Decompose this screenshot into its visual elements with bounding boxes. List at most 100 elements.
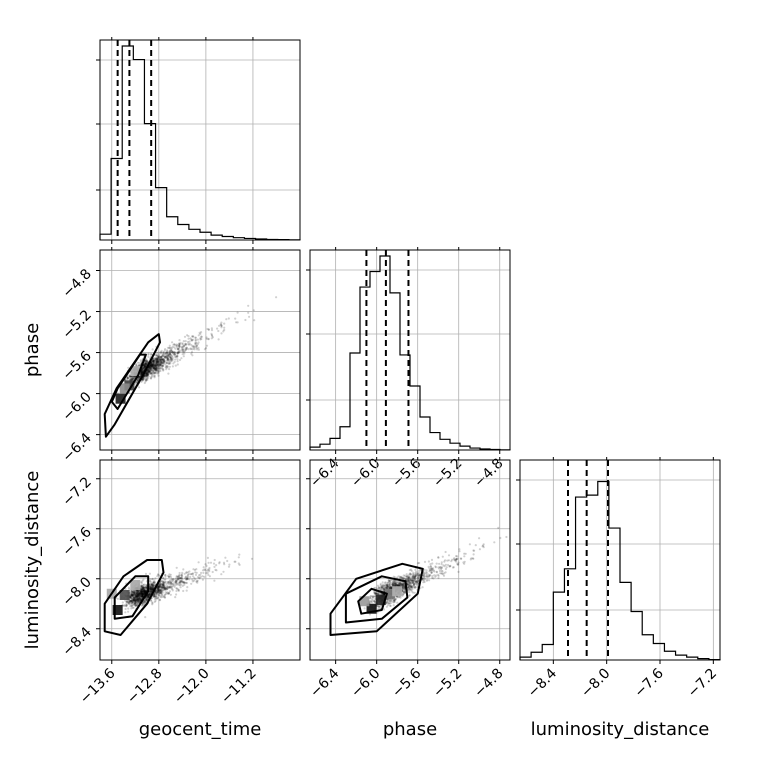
scatter-1-point [139, 591, 142, 595]
scatter-0-point [156, 358, 159, 362]
scatter-1-point [163, 596, 167, 599]
scatter-0-point [145, 373, 148, 376]
scatter-0-contour-0 [103, 333, 161, 438]
scatter-2-point [468, 543, 471, 546]
scatter-1-point [159, 585, 162, 588]
scatter-1-point [166, 587, 169, 590]
scatter-0-point [148, 369, 151, 372]
scatter-0-point [132, 377, 135, 381]
scatter-0-point [130, 378, 133, 381]
scatter-2-point [386, 599, 389, 602]
scatter-1-point [189, 573, 192, 576]
scatter-1-point [138, 593, 141, 596]
scatter-2-point [380, 586, 383, 589]
scatter-2-point [395, 576, 399, 579]
scatter-2-point [375, 592, 378, 595]
scatter-1-point [175, 579, 178, 583]
scatter-1-point [167, 581, 171, 584]
scatter-0-point [159, 355, 163, 359]
scatter-0-point [159, 369, 162, 373]
scatter-2-point [405, 578, 408, 581]
scatter-2-point [414, 573, 417, 576]
scatter-2-point [460, 557, 463, 560]
scatter-0-point [168, 351, 171, 354]
scatter-2-point [374, 592, 378, 595]
scatter-1-point [153, 596, 156, 599]
scatter-0-point [151, 364, 154, 367]
scatter-2-point [408, 584, 411, 587]
scatter-2-point [401, 582, 404, 585]
scatter-0-point [163, 357, 166, 360]
scatter-0-point [151, 368, 154, 371]
scatter-0-point [161, 354, 164, 357]
scatter-0-point [156, 357, 159, 360]
scatter-0-point [159, 362, 162, 365]
scatter-0-point [159, 355, 163, 358]
scatter-1-point [158, 599, 162, 602]
hist-1-xtick-label: −4.8 [471, 456, 506, 491]
scatter-1-point [159, 584, 162, 587]
scatter-1-point [125, 600, 128, 604]
scatter-0-point [182, 345, 186, 348]
scatter-1-point [124, 599, 127, 602]
scatter-1-point [189, 575, 192, 579]
scatter-2-point [474, 544, 477, 547]
scatter-1-point [152, 586, 155, 589]
scatter-1-point [140, 593, 143, 596]
scatter-0-point [131, 377, 134, 380]
scatter-1-point [140, 590, 143, 593]
scatter-1-point [138, 595, 141, 598]
scatter-1-point [157, 586, 160, 589]
scatter-2-point [408, 587, 411, 590]
scatter-1-point [139, 598, 142, 601]
scatter-2-point [373, 592, 376, 595]
scatter-2-point [399, 582, 402, 586]
scatter-2-point [422, 576, 426, 580]
scatter-1-point [161, 584, 164, 587]
scatter-1-point [137, 594, 140, 598]
scatter-1-point [165, 586, 168, 589]
scatter-0-point [151, 367, 154, 370]
scatter-2-point [414, 574, 417, 577]
scatter-1-point [140, 587, 143, 590]
scatter-2-density-cell [375, 595, 386, 605]
scatter-1-point [141, 595, 144, 598]
scatter-1-point [141, 586, 144, 590]
scatter-0-point [205, 337, 208, 340]
scatter-0-point [155, 363, 158, 366]
scatter-2-point [410, 588, 413, 592]
scatter-0-point [149, 366, 152, 370]
scatter-1-point [180, 573, 184, 576]
scatter-0-point [196, 348, 199, 351]
scatter-0-point [170, 350, 173, 353]
scatter-1-point [140, 593, 144, 596]
scatter-0-point [142, 369, 145, 372]
scatter-0-point [149, 363, 152, 366]
scatter-1-point [149, 587, 152, 591]
scatter-2-density-cell [392, 586, 403, 597]
scatter-0-point [165, 351, 168, 354]
scatter-1-point [213, 558, 216, 562]
scatter-2-xtick-label: −6.4 [307, 665, 342, 700]
scatter-1-point [138, 590, 142, 593]
scatter-0-point [155, 366, 158, 369]
scatter-1-point [131, 591, 134, 594]
scatter-2-point [411, 578, 414, 581]
scatter-0-point [145, 372, 148, 376]
scatter-0-point [149, 364, 152, 367]
scatter-2-point [412, 574, 415, 578]
scatter-1-point [151, 586, 154, 589]
scatter-2-point [438, 566, 442, 569]
scatter-0-point [162, 353, 165, 356]
scatter-1-point [135, 595, 138, 598]
scatter-0-point [146, 371, 149, 375]
scatter-0-point [155, 360, 158, 363]
scatter-2-point [407, 581, 410, 584]
scatter-2-point [381, 587, 384, 590]
scatter-2-point [386, 583, 389, 587]
scatter-1-point [150, 588, 154, 591]
scatter-2-point [403, 584, 406, 587]
scatter-2-point [429, 567, 433, 570]
scatter-0-point [197, 341, 200, 344]
scatter-0-point [195, 344, 198, 347]
